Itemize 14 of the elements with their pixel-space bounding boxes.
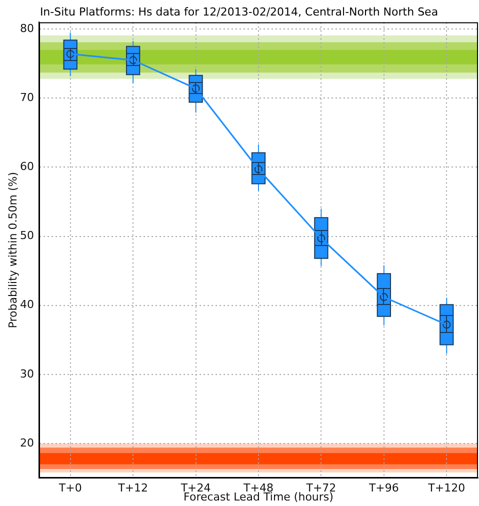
x-tick-label: T+120 — [427, 481, 466, 494]
y-tick-label: 20 — [20, 436, 34, 450]
y-tick-label: 60 — [20, 160, 34, 174]
chart-title: In-Situ Platforms: Hs data for 12/2013-02/2014, Central-North North Sea — [40, 5, 438, 18]
x-axis-title: Forecast Lead Time (hours) — [184, 490, 334, 504]
y-tick-label: 50 — [20, 229, 34, 242]
x-tick-label: T+96 — [368, 481, 399, 494]
y-tick-label: 80 — [20, 22, 34, 35]
y-tick-label: 40 — [20, 298, 34, 312]
y-tick-label: 70 — [20, 91, 34, 104]
x-tick-label: T+12 — [117, 481, 148, 494]
y-axis-title: Probability within 0.50m (%) — [6, 172, 20, 328]
y-tick-label: 30 — [20, 367, 34, 380]
x-tick-label: T+0 — [58, 481, 82, 494]
